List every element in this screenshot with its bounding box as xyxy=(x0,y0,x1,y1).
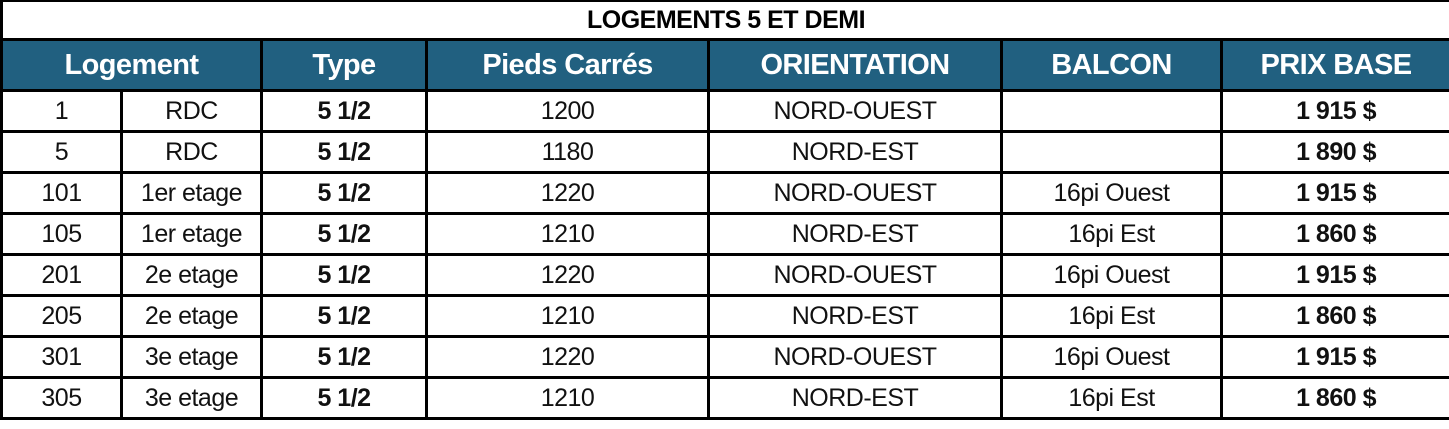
cell-pieds-carres: 1210 xyxy=(425,376,710,420)
cell-type: 5 1/2 xyxy=(260,335,428,379)
cell-type: 5 1/2 xyxy=(260,212,428,256)
col-header-balcon: BALCON xyxy=(1000,38,1223,92)
cell-type: 5 1/2 xyxy=(260,253,428,297)
cell-orientation: NORD-OUEST xyxy=(707,253,1003,297)
cell-orientation: NORD-EST xyxy=(707,212,1003,256)
cell-prix-base: 1 860 $ xyxy=(1219,212,1449,256)
cell-etage: 1er etage xyxy=(120,171,263,215)
cell-pieds-carres: 1200 xyxy=(425,89,710,133)
cell-etage: 2e etage xyxy=(120,253,263,297)
cell-prix-base: 1 860 $ xyxy=(1219,376,1449,420)
cell-balcon: 16pi Est xyxy=(1000,212,1223,256)
cell-prix-base: 1 915 $ xyxy=(1219,253,1449,297)
cell-balcon xyxy=(1000,89,1223,133)
cell-type: 5 1/2 xyxy=(260,171,428,215)
cell-pieds-carres: 1220 xyxy=(425,253,710,297)
table-row: 5 RDC 5 1/2 1180 NORD-EST 1 890 $ xyxy=(0,130,1449,174)
cell-orientation: NORD-EST xyxy=(707,376,1003,420)
cell-balcon: 16pi Est xyxy=(1000,376,1223,420)
table-row: 205 2e etage 5 1/2 1210 NORD-EST 16pi Es… xyxy=(0,294,1449,338)
cell-etage: 3e etage xyxy=(120,335,263,379)
col-header-logement: Logement xyxy=(0,38,263,92)
cell-logement-number: 5 xyxy=(0,130,123,174)
cell-logement-number: 105 xyxy=(0,212,123,256)
cell-logement-number: 101 xyxy=(0,171,123,215)
cell-type: 5 1/2 xyxy=(260,130,428,174)
cell-orientation: NORD-OUEST xyxy=(707,335,1003,379)
cell-prix-base: 1 915 $ xyxy=(1219,89,1449,133)
logements-table: LOGEMENTS 5 ET DEMI Logement Type Pieds … xyxy=(0,0,1449,420)
cell-logement-number: 301 xyxy=(0,335,123,379)
table-title: LOGEMENTS 5 ET DEMI xyxy=(0,0,1449,41)
table-row: 101 1er etage 5 1/2 1220 NORD-OUEST 16pi… xyxy=(0,171,1449,215)
cell-pieds-carres: 1220 xyxy=(425,171,710,215)
cell-balcon: 16pi Ouest xyxy=(1000,253,1223,297)
cell-etage: RDC xyxy=(120,89,263,133)
cell-pieds-carres: 1180 xyxy=(425,130,710,174)
cell-pieds-carres: 1210 xyxy=(425,212,710,256)
table-row: 105 1er etage 5 1/2 1210 NORD-EST 16pi E… xyxy=(0,212,1449,256)
cell-logement-number: 1 xyxy=(0,89,123,133)
header-row: Logement Type Pieds Carrés ORIENTATION B… xyxy=(0,38,1449,92)
cell-orientation: NORD-OUEST xyxy=(707,171,1003,215)
table-row: 201 2e etage 5 1/2 1220 NORD-OUEST 16pi … xyxy=(0,253,1449,297)
table-row: 305 3e etage 5 1/2 1210 NORD-EST 16pi Es… xyxy=(0,376,1449,420)
cell-balcon xyxy=(1000,130,1223,174)
table-row: 1 RDC 5 1/2 1200 NORD-OUEST 1 915 $ xyxy=(0,89,1449,133)
cell-pieds-carres: 1210 xyxy=(425,294,710,338)
cell-etage: RDC xyxy=(120,130,263,174)
cell-balcon: 16pi Ouest xyxy=(1000,171,1223,215)
cell-type: 5 1/2 xyxy=(260,376,428,420)
cell-type: 5 1/2 xyxy=(260,89,428,133)
cell-pieds-carres: 1220 xyxy=(425,335,710,379)
cell-balcon: 16pi Ouest xyxy=(1000,335,1223,379)
cell-prix-base: 1 915 $ xyxy=(1219,335,1449,379)
cell-orientation: NORD-OUEST xyxy=(707,89,1003,133)
cell-prix-base: 1 890 $ xyxy=(1219,130,1449,174)
cell-logement-number: 205 xyxy=(0,294,123,338)
cell-orientation: NORD-EST xyxy=(707,294,1003,338)
cell-type: 5 1/2 xyxy=(260,294,428,338)
title-row: LOGEMENTS 5 ET DEMI xyxy=(0,0,1449,41)
cell-orientation: NORD-EST xyxy=(707,130,1003,174)
cell-logement-number: 305 xyxy=(0,376,123,420)
cell-prix-base: 1 915 $ xyxy=(1219,171,1449,215)
cell-prix-base: 1 860 $ xyxy=(1219,294,1449,338)
cell-etage: 3e etage xyxy=(120,376,263,420)
cell-balcon: 16pi Est xyxy=(1000,294,1223,338)
cell-etage: 2e etage xyxy=(120,294,263,338)
table-row: 301 3e etage 5 1/2 1220 NORD-OUEST 16pi … xyxy=(0,335,1449,379)
col-header-orientation: ORIENTATION xyxy=(707,38,1003,92)
cell-logement-number: 201 xyxy=(0,253,123,297)
col-header-prix-base: PRIX BASE xyxy=(1219,38,1449,92)
col-header-pieds-carres: Pieds Carrés xyxy=(425,38,710,92)
col-header-type: Type xyxy=(260,38,428,92)
cell-etage: 1er etage xyxy=(120,212,263,256)
